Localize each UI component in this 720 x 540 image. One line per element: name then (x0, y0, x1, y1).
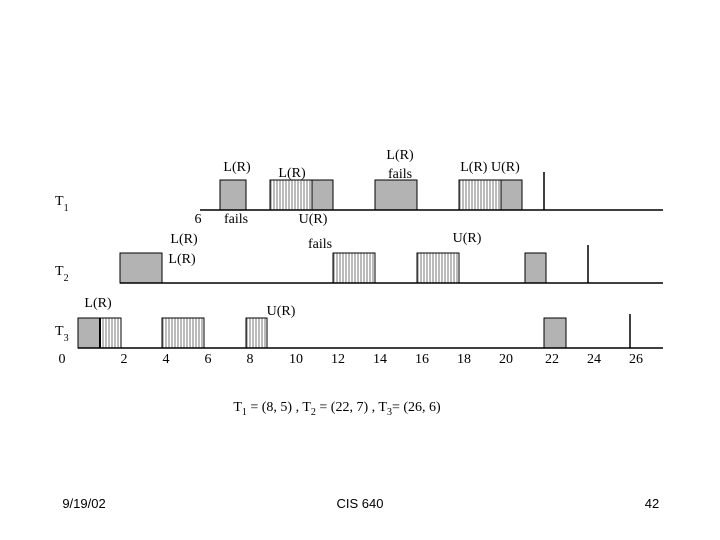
block (77, 317, 101, 349)
block (119, 252, 163, 284)
block (99, 317, 122, 349)
row-label: T2 (55, 264, 69, 284)
block (332, 252, 376, 284)
block (524, 252, 547, 284)
axis-label: 2 (121, 352, 128, 367)
block (311, 179, 334, 211)
caption: T1 = (8, 5) , T2 = (22, 7) , T3= (26, 6) (233, 400, 441, 418)
block (543, 317, 567, 349)
block (500, 179, 523, 211)
annotation: fails (388, 167, 412, 182)
caption-sub: 1 (242, 407, 247, 418)
annotation: U(R) (453, 231, 482, 246)
block (458, 179, 502, 211)
annotation: L(R) U(R) (460, 160, 520, 175)
row-label-name: T (55, 324, 64, 339)
axis-label: 20 (499, 352, 513, 367)
footer-course: CIS 640 (337, 496, 384, 511)
caption-sub: 2 (311, 407, 316, 418)
block (269, 179, 313, 211)
annotation: U(R) (299, 212, 328, 227)
axis-label: 14 (373, 352, 387, 367)
annotation: 6 (195, 212, 202, 227)
axis-label: 6 (205, 352, 212, 367)
axis-label: 10 (289, 352, 303, 367)
block (219, 179, 247, 211)
axis-label: 16 (415, 352, 429, 367)
block (374, 179, 418, 211)
caption-name: T (233, 400, 242, 415)
annotation: L(R) (278, 166, 306, 181)
footer-date: 9/19/02 (62, 496, 105, 511)
caption-sub: 3 (387, 407, 392, 418)
axis-label: 26 (629, 352, 643, 367)
row-label-name: T (55, 264, 64, 279)
caption-rest: = (8, 5) , (247, 400, 302, 415)
annotation: L(R) (223, 160, 251, 175)
annotation: L(R) (170, 232, 198, 247)
axis-label: 4 (163, 352, 170, 367)
row-label-sub: 3 (64, 333, 69, 344)
annotation: U(R) (267, 304, 296, 319)
caption-name: T (302, 400, 311, 415)
block (161, 317, 205, 349)
axis-label: 24 (587, 352, 601, 367)
block (245, 317, 268, 349)
timeline (77, 172, 663, 349)
row-label-sub: 2 (64, 273, 69, 284)
row-label-name: T (55, 194, 64, 209)
annotation: L(R) (84, 296, 112, 311)
axis-label: 0 (59, 352, 66, 367)
axis-label: 18 (457, 352, 471, 367)
caption-rest: = (22, 7) , (316, 400, 378, 415)
caption-rest: = (26, 6) (392, 400, 441, 415)
annotation: L(R) (168, 252, 196, 267)
annotation: fails (224, 212, 248, 227)
row-label-sub: 1 (64, 203, 69, 214)
axis-label: 22 (545, 352, 559, 367)
annotation: L(R) (386, 148, 414, 163)
caption-name: T (378, 400, 387, 415)
row-label: T3 (55, 324, 69, 344)
footer-page: 42 (645, 496, 659, 511)
annotation: fails (308, 237, 332, 252)
axis-label: 8 (247, 352, 254, 367)
block (416, 252, 460, 284)
row-label: T1 (55, 194, 69, 214)
axis-label: 12 (331, 352, 345, 367)
